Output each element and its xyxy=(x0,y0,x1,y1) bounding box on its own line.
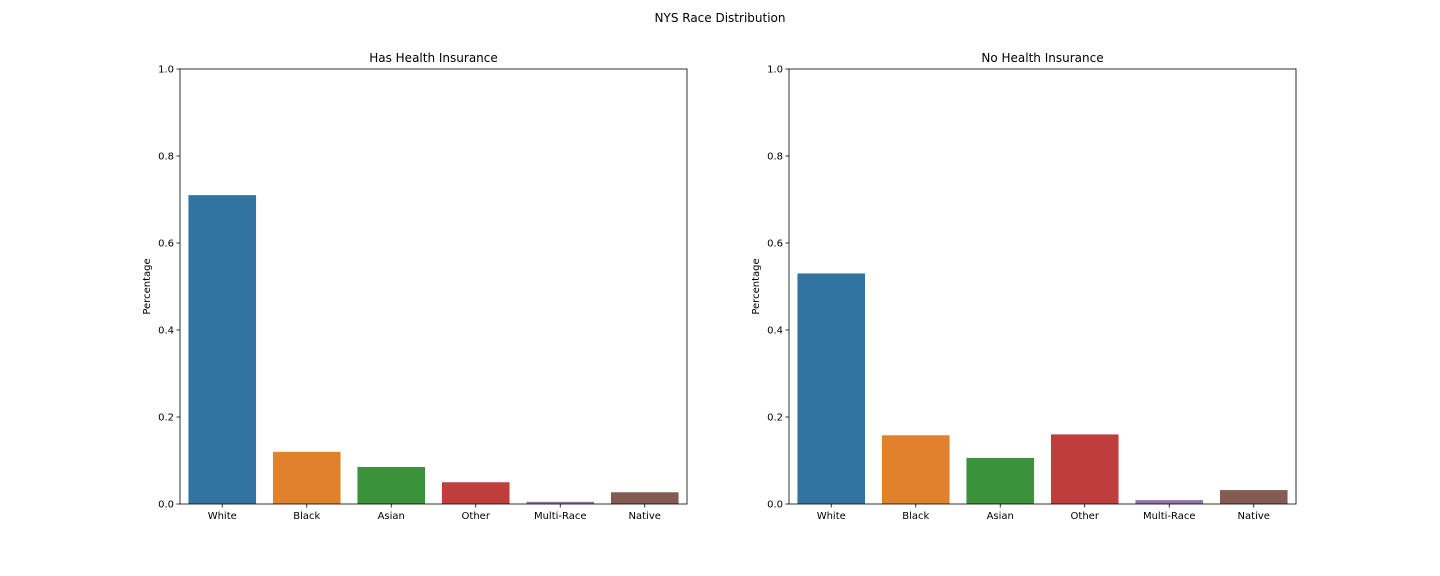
bar-other xyxy=(1050,434,1119,504)
y-tick-label: 0.8 xyxy=(158,152,174,163)
y-tick-label: 0.2 xyxy=(767,413,783,424)
y-tick-label: 0.8 xyxy=(767,152,783,163)
bar-multi-race xyxy=(526,501,595,504)
panel-no-insurance: No Health Insurance Percentage 0.0 0.2 0.4… xyxy=(751,51,1297,523)
y-tick-label: 1.0 xyxy=(158,65,174,76)
bar-black xyxy=(272,451,341,504)
x-tick-label: Native xyxy=(629,511,661,522)
y-tick-label: 0.6 xyxy=(767,239,783,250)
x-tick-label: Multi-Race xyxy=(534,511,587,522)
ticks: 0.0 0.2 0.4 0.6 0.8 1.0 White Black Asian Other Mu… xyxy=(767,65,1270,523)
panel-title: Has Health Insurance xyxy=(369,51,498,65)
x-tick-label: Other xyxy=(1071,511,1100,522)
x-tick-label: Asian xyxy=(378,511,405,522)
x-tick-label: Black xyxy=(293,511,320,522)
panel-title: No Health Insurance xyxy=(981,51,1103,65)
y-axis-label: Percentage xyxy=(142,258,153,314)
bar-white xyxy=(188,195,257,504)
x-tick-label: Multi-Race xyxy=(1143,511,1196,522)
bar-native xyxy=(1219,490,1288,504)
y-tick-label: 0.4 xyxy=(767,326,783,337)
bar-asian xyxy=(357,467,426,504)
y-tick-label: 0.0 xyxy=(767,500,783,511)
x-tick-label: Native xyxy=(1238,511,1270,522)
ticks: 0.0 0.2 0.4 0.6 0.8 1.0 White Black Asian Other Mu… xyxy=(158,65,661,523)
figure-suptitle: NYS Race Distribution xyxy=(655,11,786,25)
bars xyxy=(797,273,1288,504)
axes-frame xyxy=(788,68,1297,505)
bars xyxy=(188,195,679,504)
x-tick-label: Black xyxy=(902,511,929,522)
x-tick-label: Asian xyxy=(987,511,1014,522)
y-tick-label: 1.0 xyxy=(767,65,783,76)
y-tick-label: 0.6 xyxy=(158,239,174,250)
y-tick-label: 0.2 xyxy=(158,413,174,424)
y-axis-label: Percentage xyxy=(751,258,762,314)
bar-multi-race xyxy=(1135,500,1204,504)
bar-asian xyxy=(966,457,1035,504)
y-tick-label: 0.4 xyxy=(158,326,174,337)
bar-other xyxy=(441,482,510,504)
axes-frame xyxy=(179,68,688,505)
y-tick-label: 0.0 xyxy=(158,500,174,511)
x-tick-label: White xyxy=(208,511,237,522)
x-tick-label: Other xyxy=(462,511,491,522)
panel-has-insurance: Has Health Insurance Percentage 0.00.20.… xyxy=(142,51,688,523)
x-tick-label: White xyxy=(817,511,846,522)
bar-black xyxy=(881,435,950,504)
bar-white xyxy=(797,273,866,504)
bar-native xyxy=(610,492,679,504)
